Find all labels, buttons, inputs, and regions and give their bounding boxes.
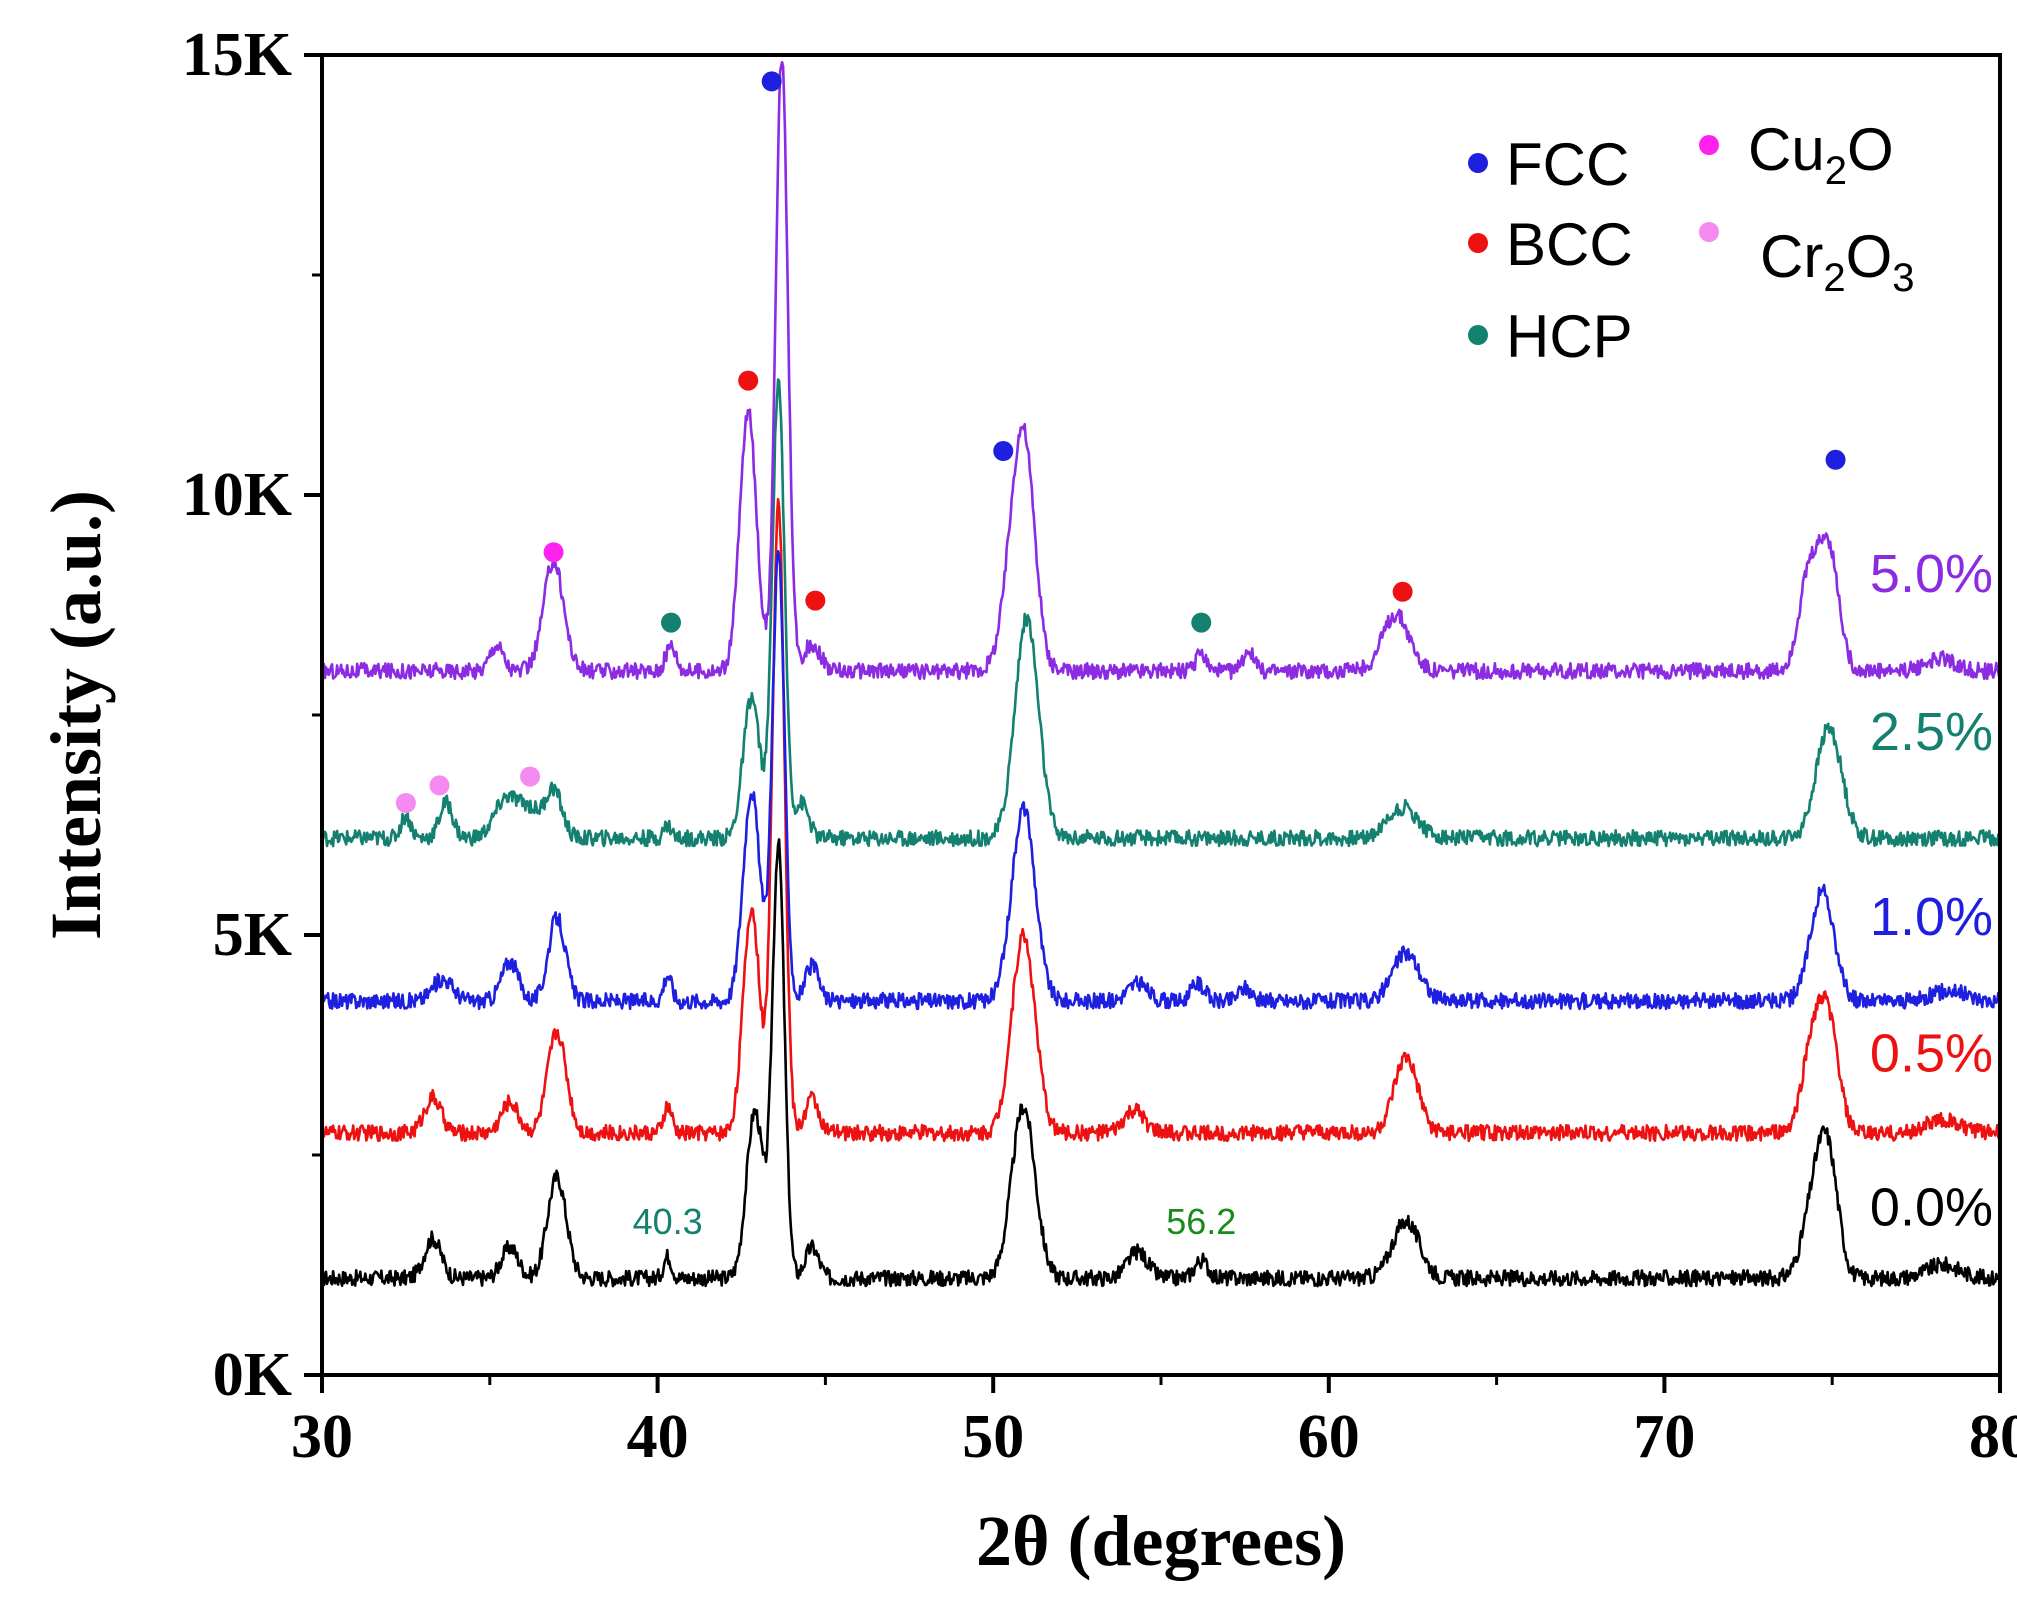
series-line-2.5% (320, 378, 2001, 848)
legend-label: Cu2O (1748, 116, 1894, 193)
legend: FCC BCC HCP Cu2O Cr2O3 (1468, 116, 1914, 370)
legend-marker (1468, 325, 1488, 345)
ticks-layer: 30 40 50 60 70 80 0K 5K 10K 15K (182, 21, 2017, 1471)
markers-layer (395, 71, 1846, 813)
marker-hcp (661, 612, 682, 633)
marker-fcc (993, 441, 1014, 461)
legend-label: BCC (1506, 211, 1633, 278)
legend-label: FCC (1506, 131, 1629, 198)
y-tick-label: 15K (182, 21, 292, 89)
series-line-5.0% (320, 61, 2001, 681)
x-tick-label: 60 (1298, 1403, 1360, 1471)
marker-hcp (1191, 612, 1212, 633)
marker-cr2o3 (520, 766, 541, 787)
series-labels-layer: 5.0% 2.5% 1.0% 0.5% 0.0% (1870, 544, 1993, 1238)
marker-cu2o (543, 542, 564, 563)
x-tick-label: 80 (1969, 1403, 2017, 1471)
peak-annotation: 40.3 (633, 1201, 703, 1242)
marker-fcc (1825, 449, 1846, 470)
marker-cr2o3 (395, 793, 416, 813)
series-label: 2.5% (1870, 702, 1993, 762)
y-tick-label: 0K (213, 1341, 292, 1409)
series-label: 0.0% (1870, 1177, 1993, 1237)
annotations-layer: 40.3 56.2 (633, 1201, 1237, 1242)
marker-cr2o3 (429, 775, 450, 796)
y-tick-label: 5K (213, 901, 292, 969)
series-label: 0.5% (1870, 1023, 1993, 1083)
series-line-0.0% (321, 838, 2001, 1288)
legend-label: Cr2O3 (1760, 223, 1914, 300)
legend-marker (1699, 135, 1719, 155)
peak-annotation: 56.2 (1166, 1201, 1236, 1242)
x-tick-label: 30 (291, 1403, 353, 1471)
x-tick-label: 50 (962, 1403, 1024, 1471)
legend-label: HCP (1506, 303, 1633, 370)
series-line-0.5% (320, 497, 2001, 1143)
y-tick-label: 10K (182, 461, 292, 529)
series-line-1.0% (320, 550, 2001, 1011)
y-axis-title: Intensity (a.u.) (36, 490, 116, 940)
x-tick-label: 40 (627, 1403, 689, 1471)
x-axis-title: 2θ (degrees) (976, 1501, 1346, 1581)
marker-bcc (805, 590, 826, 611)
legend-marker (1468, 153, 1488, 173)
legend-marker (1468, 233, 1488, 253)
x-tick-label: 70 (1633, 1403, 1695, 1471)
plot-frame (320, 53, 2002, 1377)
series-label: 5.0% (1870, 544, 1993, 604)
series-label: 1.0% (1870, 887, 1993, 947)
marker-bcc (738, 370, 759, 391)
marker-bcc (1392, 581, 1413, 602)
legend-marker (1699, 222, 1719, 242)
series-layer (320, 61, 2001, 1288)
marker-fcc (761, 71, 782, 92)
